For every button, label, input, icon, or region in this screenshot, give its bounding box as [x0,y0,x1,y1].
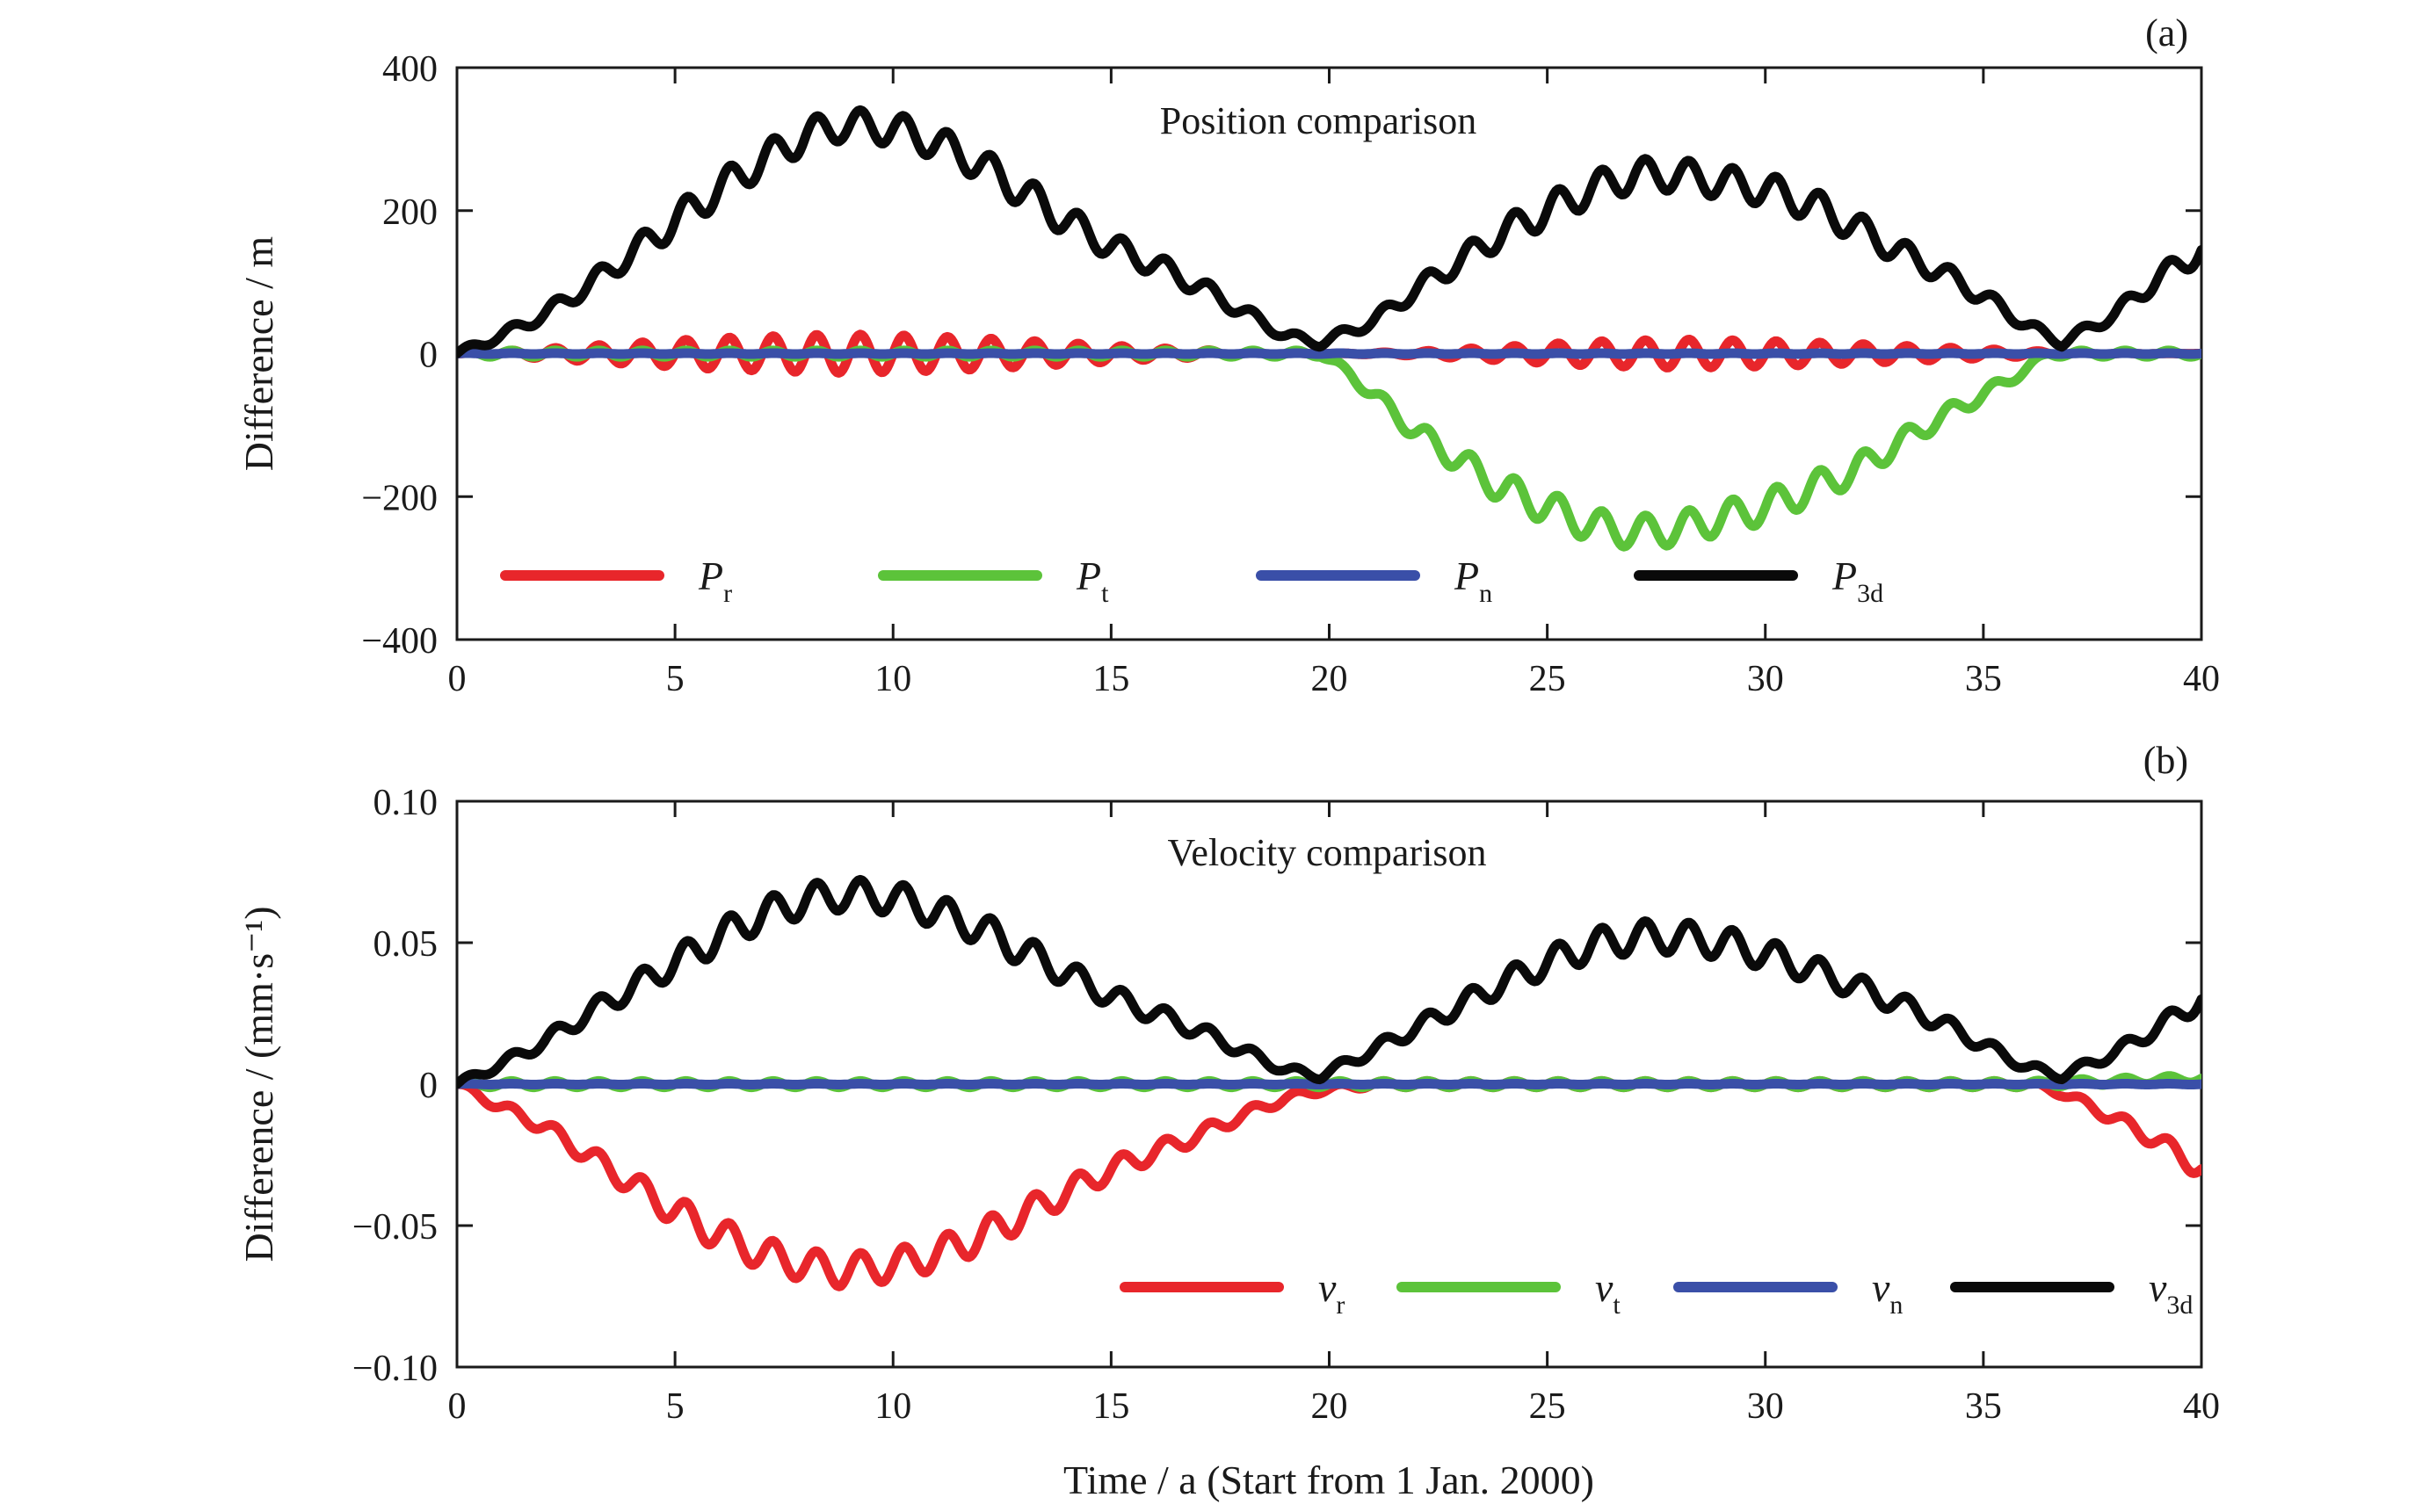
panel-b: 0 5 10 15 20 25 30 35 40 −0.10 −0.05 0 0.05 0.10 Diffe… [236,739,2220,1427]
legend-label: Pt [1076,553,1109,608]
x-tick-label: 35 [1965,659,2002,699]
legend-subscript: 3d [2166,1291,2193,1320]
x-tick-label: 10 [874,659,911,699]
x-tick-label: 0 [448,1386,467,1427]
x-tick-label: 10 [874,1386,911,1427]
legend-symbol: P [1076,553,1101,598]
x-tick-label: 20 [1311,1386,1348,1427]
x-axis-title: Time / a (Start from 1 Jan. 2000) [1063,1458,1594,1502]
legend-label: vn [1872,1265,1903,1320]
legend-subscript: n [1889,1291,1903,1320]
legend-subscript: n [1479,579,1492,608]
legend-symbol: P [1454,553,1479,598]
legend-subscript: 3d [1857,579,1883,608]
legend-subscript: r [723,579,732,608]
y-tick-label: −0.05 [352,1207,438,1248]
panel-a: 0 5 10 15 20 25 30 35 40 −400 −200 0 200 400 Differenc… [236,11,2220,699]
x-tick-label: 25 [1529,659,1566,699]
legend-symbol: P [1831,553,1857,598]
series-line-vr [457,1075,2201,1291]
x-tick-label: 20 [1311,659,1348,699]
y-tick-label: 0 [419,1066,438,1106]
legend-symbol: v [1872,1265,1890,1310]
x-tick-label: 15 [1092,1386,1129,1427]
series-line-vn [457,1079,2201,1089]
y-tick-label: −400 [361,621,438,662]
panel-title: Velocity comparison [1168,831,1487,874]
x-tick-label: 40 [2183,659,2220,699]
y-tick-label: 0.05 [373,924,439,965]
y-tick-label: −200 [361,478,438,518]
legend-label: Pr [698,553,732,608]
panel-title: Position comparison [1160,99,1477,142]
y-tick-label: 200 [382,192,438,233]
x-tick-label: 30 [1747,659,1784,699]
x-tick-label: 5 [666,1386,685,1427]
panel-tag: (b) [2143,739,2188,782]
y-tick-label: 0.10 [373,783,439,823]
x-tick-label: 35 [1965,1386,2002,1427]
legend-label: v3d [2149,1265,2193,1320]
x-tick-label: 5 [666,659,685,699]
panel-tag: (a) [2145,11,2188,54]
x-tick-label: 25 [1529,1386,1566,1427]
legend-subscript: t [1613,1291,1621,1320]
legend-symbol: P [698,553,723,598]
series-line-Pn [457,348,2201,359]
legend-subscript: t [1101,579,1109,608]
legend-label: Pn [1454,553,1492,608]
y-tick-label: 400 [382,49,438,90]
legend-symbol: v [1595,1265,1613,1310]
series-line-Pt [457,345,2201,552]
legend-label: vt [1595,1265,1621,1320]
series-line-v3d [457,874,2201,1089]
x-tick-label: 0 [448,659,467,699]
x-tick-label: 15 [1092,659,1129,699]
y-axis-title: Difference / (mm·s⁻¹) [236,906,281,1262]
series-line-P3d [457,105,2201,358]
x-tick-label: 40 [2183,1386,2220,1427]
y-tick-label: −0.10 [352,1349,438,1389]
y-axis-title: Difference / m [236,236,281,472]
legend-label: vr [1318,1265,1345,1320]
legend-symbol: v [2149,1265,2167,1310]
legend-subscript: r [1336,1291,1345,1320]
x-tick-label: 30 [1747,1386,1784,1427]
legend-symbol: v [1318,1265,1337,1310]
legend-label: P3d [1831,553,1883,608]
y-tick-label: 0 [419,336,438,376]
